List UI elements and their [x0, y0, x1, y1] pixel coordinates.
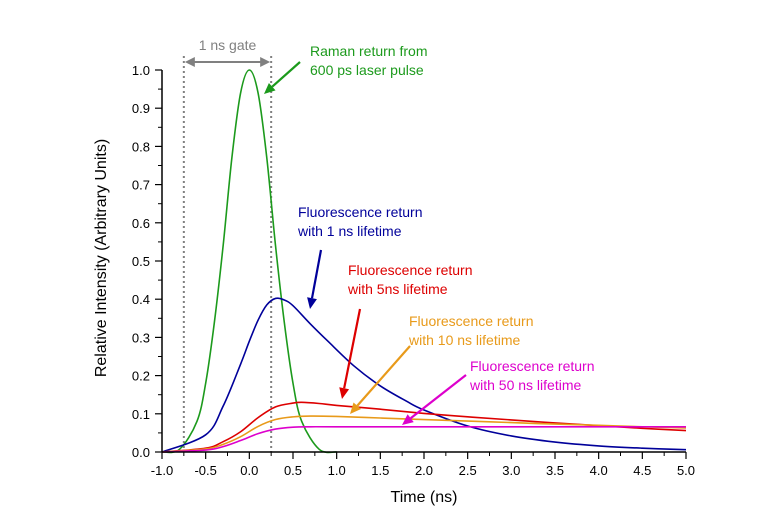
- annotation-arrow-fluor_5ns: [343, 308, 362, 389]
- y-tick-label: 0.9: [132, 101, 150, 116]
- annotation-text-raman: 600 ps laser pulse: [310, 62, 424, 78]
- series-line-fluor_50ns: [161, 425, 686, 453]
- annotation-text-fluor_50ns: with 50 ns lifetime: [469, 377, 581, 393]
- annotation-arrowhead-fluor_5ns: [339, 387, 350, 399]
- annotation-arrow-fluor_10ns: [356, 345, 411, 407]
- annotation-arrowhead-fluor_50ns: [402, 414, 414, 425]
- annotation-arrow-raman: [271, 61, 301, 88]
- plot-axes: -1.0 -0.5 0.0 0.5 1.0 1.5 2.0 2.5 3.0 3.5 4.0 4.5 5.…: [132, 63, 695, 478]
- y-tick-label: 0.5: [132, 254, 150, 269]
- y-tick-label: 0.1: [132, 407, 150, 422]
- annotation-text-fluor_5ns: Fluorescence return: [348, 262, 473, 278]
- annotation-arrowhead-raman: [264, 82, 276, 94]
- x-axis-label: Time (ns): [391, 489, 458, 506]
- gate-label: 1 ns gate: [199, 37, 257, 53]
- x-tick-label: 1.0: [328, 463, 346, 478]
- series-line-fluor_5ns: [161, 401, 687, 453]
- y-tick-label: 0.4: [132, 292, 150, 307]
- plot-series: [161, 69, 687, 454]
- x-tick-label: 1.5: [371, 463, 389, 478]
- y-tick-label: 0.0: [132, 445, 150, 460]
- y-tick-label: 0.6: [132, 216, 150, 231]
- annotation-text-fluor_50ns: Fluorescence return: [470, 358, 595, 374]
- plot-annotations: Raman return from 600 ps laser pulse Fluor…: [264, 43, 595, 425]
- annotation-text-fluor_5ns: with 5ns lifetime: [347, 281, 448, 297]
- annotation-arrowhead-fluor_1ns: [307, 297, 317, 309]
- annotation-text-fluor_10ns: with 10 ns lifetime: [408, 332, 520, 348]
- annotation-text-fluor_10ns: Fluorescence return: [409, 313, 534, 329]
- y-axis-label: Relative Intensity (Arbitrary Units): [93, 139, 110, 377]
- gate-arrow-right-head: [260, 57, 271, 67]
- gate-arrow-left-head: [184, 57, 195, 67]
- x-tick-label: 4.5: [633, 463, 651, 478]
- y-tick-label: 0.7: [132, 178, 150, 193]
- y-tick-label: 1.0: [132, 63, 150, 78]
- x-tick-label: 2.5: [459, 463, 477, 478]
- x-tick-label: 3.0: [502, 463, 520, 478]
- series-line-raman: [161, 69, 337, 454]
- x-tick-label: 4.0: [590, 463, 608, 478]
- series-line-fluor_10ns: [161, 415, 687, 453]
- annotation-text-raman: Raman return from: [310, 43, 427, 59]
- x-tick-label: 5.0: [677, 463, 695, 478]
- y-tick-label: 0.2: [132, 369, 150, 384]
- series-line-fluor_1ns: [161, 297, 687, 453]
- annotation-text-fluor_1ns: with 1 ns lifetime: [297, 223, 402, 239]
- annotation-arrowhead-fluor_10ns: [350, 402, 362, 414]
- x-tick-label: 2.0: [415, 463, 433, 478]
- annotation-arrow-fluor_50ns: [409, 374, 467, 420]
- x-tick-label: -1.0: [151, 463, 173, 478]
- gate-region: 1 ns gate: [182, 37, 273, 452]
- x-tick-label: 0.0: [240, 463, 258, 478]
- x-tick-label: 0.5: [284, 463, 302, 478]
- y-tick-label: 0.3: [132, 330, 150, 345]
- annotation-text-fluor_1ns: Fluorescence return: [298, 204, 423, 220]
- y-tick-label: 0.8: [132, 139, 150, 154]
- annotation-arrow-fluor_1ns: [310, 249, 323, 299]
- x-tick-label: -0.5: [194, 463, 216, 478]
- x-tick-label: 3.5: [546, 463, 564, 478]
